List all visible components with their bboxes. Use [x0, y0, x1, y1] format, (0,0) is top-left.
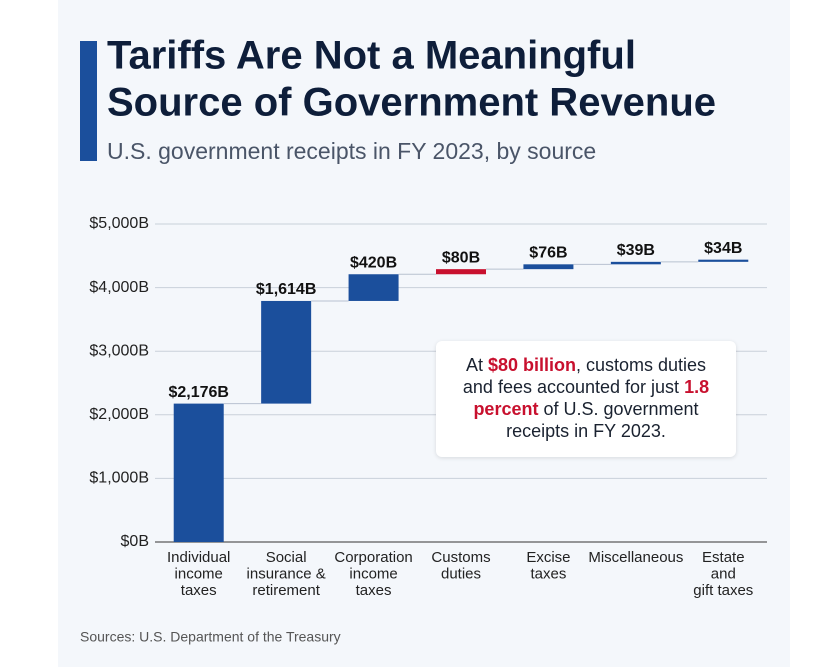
bar — [348, 274, 399, 301]
bar — [436, 269, 486, 275]
x-tick-line: gift taxes — [693, 582, 753, 599]
y-tick-label: $3,000B — [89, 342, 149, 359]
accent-bar — [80, 41, 97, 161]
annotation-text: of U.S. government receipts in FY 2023. — [506, 399, 699, 441]
source: Sources: U.S. Department of the Treasury — [80, 629, 341, 645]
x-tick-line: Customs — [431, 549, 490, 566]
x-tick-label: Customs duties — [431, 549, 490, 583]
x-tick-line: Corporation — [334, 549, 412, 566]
value-label: $420B — [350, 254, 397, 271]
value-label: $76B — [529, 245, 567, 262]
x-tick-line: Social — [266, 549, 307, 566]
x-tick-line: income — [175, 565, 223, 582]
x-tick-label: Corporation income taxes — [334, 549, 412, 599]
y-tick-label: $2,000B — [89, 406, 149, 423]
annotation-text: $80 billion — [487, 355, 576, 375]
card — [58, 0, 790, 667]
y-tick-label: $1,000B — [89, 470, 149, 487]
y-tick-label: $4,000B — [89, 279, 149, 296]
x-tick-line: and — [711, 565, 736, 582]
x-tick-line: Miscellaneous — [588, 549, 683, 566]
x-tick-line: income — [349, 565, 397, 582]
bar — [610, 261, 661, 265]
value-label: $2,176B — [168, 384, 229, 401]
y-tick-label: $0B — [121, 533, 149, 550]
x-tick-line: retirement — [252, 582, 320, 599]
x-tick-line: taxes — [530, 565, 566, 582]
chart-subtitle: U.S. government receipts in FY 2023, by … — [107, 138, 596, 164]
x-tick-line: Excise — [526, 549, 570, 566]
value-label: $34B — [704, 240, 742, 257]
bar — [698, 259, 749, 262]
chart-title: Tariffs Are Not a Meaningful — [107, 34, 636, 78]
x-tick-line: insurance & — [247, 565, 326, 582]
chart-title: Source of Government Revenue — [107, 81, 716, 125]
annotation-text: At — [465, 355, 488, 375]
x-tick-label: Individual income taxes — [167, 549, 230, 599]
y-tick-label: $5,000B — [89, 215, 149, 232]
annotation-text: 1.8 percent — [473, 377, 710, 419]
bar — [173, 403, 224, 542]
x-tick-line: taxes — [356, 582, 392, 599]
x-tick-label: Social insurance & retirement — [247, 549, 326, 599]
value-label: $39B — [617, 242, 655, 259]
bar — [523, 264, 574, 270]
annotation-text: , customs duties and fees accounted for … — [462, 355, 707, 397]
value-label: $80B — [442, 249, 480, 266]
x-tick-label: Miscellaneous — [588, 549, 683, 566]
x-tick-line: Estate — [702, 549, 745, 566]
x-tick-line: Individual — [167, 549, 230, 566]
x-tick-label: Estate and gift taxes — [693, 549, 753, 599]
x-tick-line: taxes — [181, 582, 217, 599]
value-label: $1,614B — [256, 281, 317, 298]
bar — [261, 300, 312, 404]
annotation: At $80 billion, customs duties and fees … — [436, 341, 736, 457]
x-tick-line: duties — [441, 565, 481, 582]
x-tick-label: Excise taxes — [526, 549, 570, 583]
